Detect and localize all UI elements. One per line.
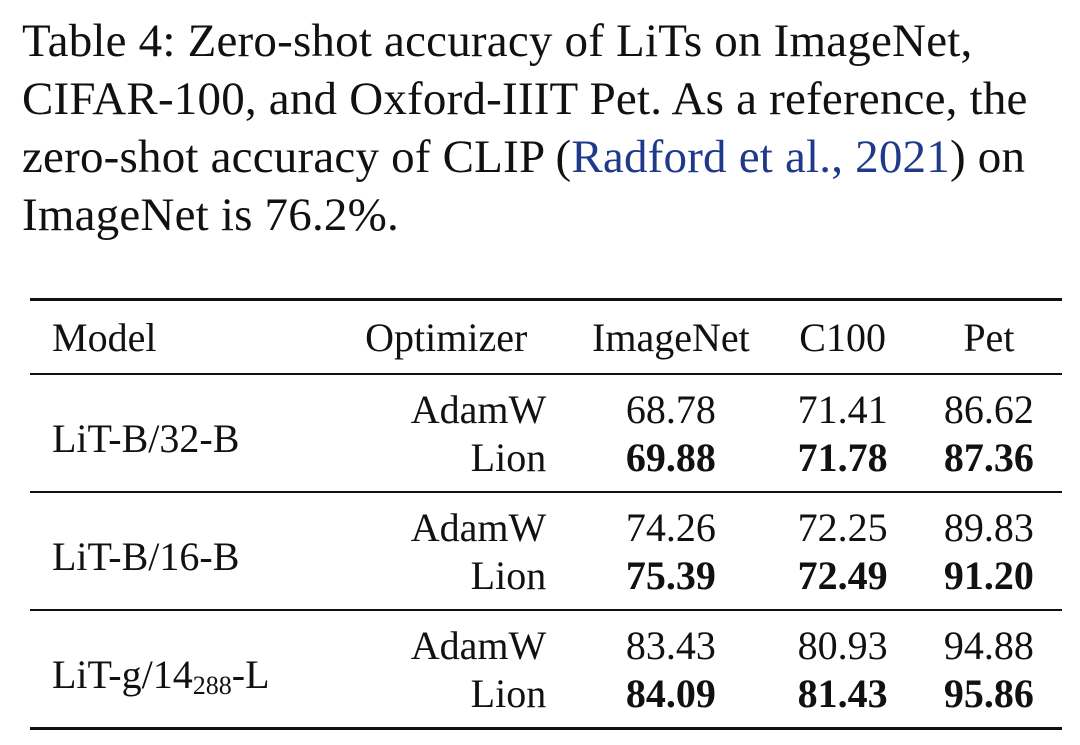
imagenet-cell: 83.43 (625, 622, 716, 668)
pet-cell-best: 91.20 (943, 552, 1034, 598)
table-row: LiT-B/32-B AdamW 68.78 71.41 86.62 (30, 374, 1062, 461)
optimizer-cell: Lion (470, 552, 547, 598)
table-row: LiT-B/16-B AdamW 74.26 72.25 89.83 (30, 492, 1062, 579)
header-c100: C100 (799, 314, 886, 360)
header-optimizer: Optimizer (365, 314, 528, 360)
model-name-base: LiT-g/14 (52, 651, 193, 697)
c100-cell: 72.25 (797, 504, 888, 550)
table-caption: Table 4: Zero-shot accuracy of LiTs on I… (22, 12, 1072, 244)
table-row: LiT-g/14288-L AdamW 83.43 80.93 94.88 (30, 610, 1062, 699)
caption-text: Table 4: Zero-shot accuracy of LiTs on I… (22, 15, 1028, 183)
c100-cell: 80.93 (797, 622, 888, 668)
model-name: LiT-g/14288-L (30, 610, 320, 729)
c100-cell-best: 81.43 (797, 670, 888, 716)
model-group-lit-b16: LiT-B/16-B AdamW 74.26 72.25 89.83 Lion … (30, 492, 1062, 610)
pet-cell-best: 87.36 (943, 434, 1034, 480)
header-imagenet: ImageNet (592, 314, 750, 360)
model-name: LiT-B/32-B (52, 415, 240, 461)
table-header-row: Model Optimizer ImageNet C100 Pet (30, 299, 1062, 374)
table-row: Lion 75.39 72.49 91.20 (30, 551, 1062, 610)
optimizer-cell: AdamW (410, 622, 547, 668)
model-name: LiT-B/16-B (52, 533, 240, 579)
optimizer-cell: AdamW (410, 504, 547, 550)
optimizer-cell: Lion (470, 670, 547, 716)
imagenet-cell-best: 84.09 (625, 670, 716, 716)
table-row: Lion 84.09 81.43 95.86 (30, 669, 1062, 729)
pet-cell-best: 95.86 (943, 670, 1034, 716)
c100-cell-best: 71.78 (797, 434, 888, 480)
table-row: Lion 69.88 71.78 87.36 (30, 433, 1062, 492)
model-name-subscript: 288 (192, 670, 232, 700)
citation-link[interactable]: Radford et al., 2021 (571, 131, 950, 183)
results-table-container: Model Optimizer ImageNet C100 Pet LiT-B/… (30, 298, 1062, 730)
pet-cell: 94.88 (943, 622, 1034, 668)
imagenet-cell-best: 69.88 (625, 434, 716, 480)
model-group-lit-g14: LiT-g/14288-L AdamW 83.43 80.93 94.88 Li… (30, 610, 1062, 729)
pet-cell: 89.83 (943, 504, 1034, 550)
optimizer-cell: AdamW (410, 386, 547, 432)
imagenet-cell-best: 75.39 (625, 552, 716, 598)
caption-text-tail: ) on ImageNet is 76.2%. (22, 131, 1026, 241)
optimizer-cell: Lion (470, 434, 547, 480)
c100-cell: 71.41 (797, 386, 888, 432)
model-name-suffix: -L (231, 651, 270, 697)
imagenet-cell: 68.78 (625, 386, 716, 432)
imagenet-cell: 74.26 (625, 504, 716, 550)
pet-cell: 86.62 (943, 386, 1034, 432)
c100-cell-best: 72.49 (797, 552, 888, 598)
results-table: Model Optimizer ImageNet C100 Pet LiT-B/… (30, 298, 1062, 730)
header-pet: Pet (963, 314, 1015, 360)
header-model: Model (52, 314, 157, 360)
model-group-lit-b32: LiT-B/32-B AdamW 68.78 71.41 86.62 Lion … (30, 374, 1062, 492)
